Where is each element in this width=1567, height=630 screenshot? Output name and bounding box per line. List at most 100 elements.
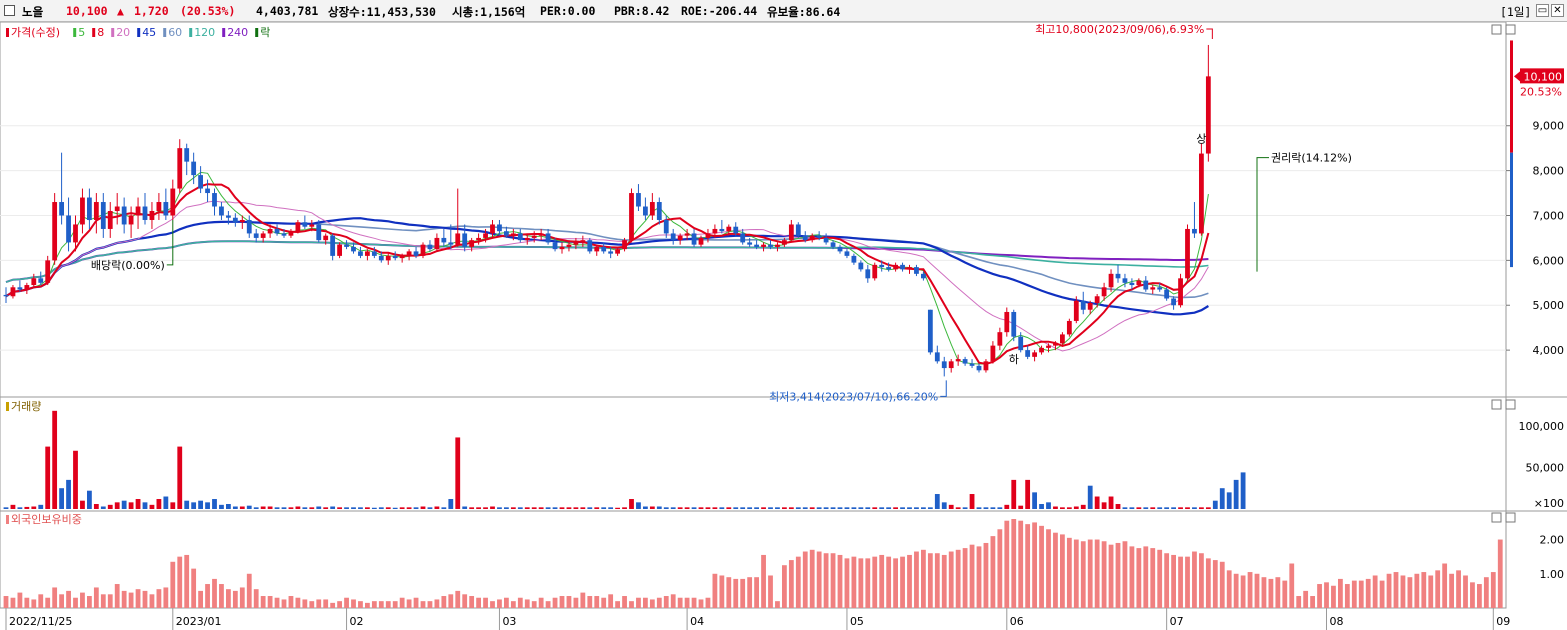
- volume-bars[interactable]: [3, 410, 1246, 509]
- ownership-bar: [1351, 580, 1357, 608]
- panel-maximize-button[interactable]: [1491, 24, 1502, 35]
- candle-body: [1171, 298, 1176, 306]
- volume-bar: [872, 507, 878, 509]
- ownership-bar: [643, 597, 648, 608]
- volume-bar: [705, 507, 711, 509]
- legend-item: 20: [116, 26, 130, 39]
- volume-bar: [837, 507, 843, 509]
- volume-bar: [594, 507, 600, 509]
- change-arrow-icon: ▲: [117, 4, 124, 18]
- ownership-bar: [31, 599, 37, 608]
- candle: [1143, 276, 1149, 292]
- candle-body: [962, 359, 968, 364]
- volume-bar: [1004, 504, 1010, 509]
- volume-bar: [274, 507, 280, 509]
- ownership-bar: [900, 556, 905, 608]
- stock-name[interactable]: 노을: [22, 5, 44, 19]
- ownership-bar: [1004, 520, 1010, 608]
- candle: [594, 244, 600, 256]
- volume-bar: [1192, 507, 1197, 509]
- candle-body: [73, 224, 78, 243]
- ownership-bar: [205, 584, 210, 608]
- limit-down-marker: 하: [1009, 352, 1019, 366]
- candle-body: [775, 244, 780, 247]
- dividend-marker-icon: [166, 219, 174, 266]
- candle-body: [1018, 336, 1024, 351]
- ownership-bar: [816, 551, 822, 608]
- candle: [163, 188, 169, 220]
- ownership-bar: [1018, 520, 1024, 608]
- ownership-bar: [24, 597, 30, 608]
- ownership-bar: [316, 599, 322, 608]
- candle-body: [253, 233, 259, 238]
- volume-bar: [10, 504, 16, 509]
- ownership-bar: [927, 553, 933, 608]
- candle: [601, 242, 607, 254]
- candle-body: [649, 202, 655, 216]
- ownership-bar: [747, 577, 753, 608]
- stock-checkbox[interactable]: [4, 5, 15, 16]
- price-pointer-icon: [1514, 71, 1520, 82]
- volume-bar: [1073, 506, 1079, 509]
- ownership-bar: [907, 554, 912, 608]
- ownership-bar: [1219, 561, 1225, 608]
- candle-body: [726, 226, 732, 232]
- restore-window-button[interactable]: ▭: [1536, 4, 1549, 17]
- candle-body: [177, 148, 183, 189]
- limit-up-marker: 상: [1196, 132, 1206, 145]
- ownership-bar: [1428, 575, 1434, 608]
- candle: [517, 228, 523, 243]
- candle-body: [1122, 278, 1128, 283]
- candle: [719, 219, 725, 234]
- foreign-ownership-bars[interactable]: [3, 519, 1503, 608]
- price-annotations: 최고10,800(2023/09/06),6.93% 최저3,414(2023/0…: [91, 23, 1352, 403]
- panel-close-button[interactable]: [1505, 399, 1516, 410]
- ownership-bar: [1372, 575, 1378, 608]
- candle-body: [17, 287, 23, 290]
- stock-chart[interactable]: 최고10,800(2023/09/06),6.93% 최저3,414(2023/0…: [0, 22, 1567, 630]
- candle: [830, 240, 836, 250]
- candle: [1164, 287, 1170, 301]
- volume-legend: 거래량: [11, 400, 41, 413]
- ownership-bar: [1483, 577, 1489, 608]
- ownership-bar: [330, 602, 336, 608]
- period-selector[interactable]: [1일]: [1500, 5, 1532, 19]
- candle-body: [559, 246, 565, 250]
- candle-body: [31, 278, 37, 286]
- panel-maximize-button[interactable]: [1491, 512, 1502, 523]
- volume-bar: [601, 507, 607, 509]
- close-window-button[interactable]: ✕: [1551, 4, 1564, 17]
- ownership-bar: [656, 597, 662, 608]
- candle-body: [795, 224, 801, 236]
- volume-bar: [754, 507, 759, 509]
- ownership-bar: [636, 597, 641, 608]
- volume-bar: [1233, 479, 1239, 509]
- candle-body: [371, 251, 377, 256]
- volume-bar: [31, 506, 37, 509]
- ownership-bar: [983, 542, 989, 608]
- ownership-bar: [670, 594, 676, 608]
- volume-bar: [267, 506, 273, 509]
- candle-body: [191, 161, 197, 176]
- candle: [1150, 285, 1156, 295]
- candle-body: [344, 244, 349, 247]
- ownership-bar: [1143, 546, 1149, 608]
- panel-close-button[interactable]: [1505, 512, 1516, 523]
- panel-close-button[interactable]: [1505, 24, 1516, 35]
- legend-item: 45: [142, 26, 156, 39]
- candle: [205, 179, 210, 203]
- panel-maximize-button[interactable]: [1491, 399, 1502, 410]
- ownership-bar: [420, 601, 426, 608]
- candle-body: [1143, 280, 1149, 290]
- volume-bar: [921, 507, 926, 509]
- ownership-bar: [66, 590, 71, 608]
- candle: [1178, 273, 1183, 308]
- y-tick-label: 4,000: [1533, 344, 1565, 357]
- legend-swatch: [222, 28, 226, 37]
- ownership-bar: [1233, 573, 1239, 608]
- price-candles[interactable]: [3, 44, 1211, 377]
- ownership-bar: [719, 575, 725, 608]
- ownership-bar: [517, 597, 523, 608]
- candle-body: [601, 246, 607, 252]
- ownership-bar: [921, 549, 926, 608]
